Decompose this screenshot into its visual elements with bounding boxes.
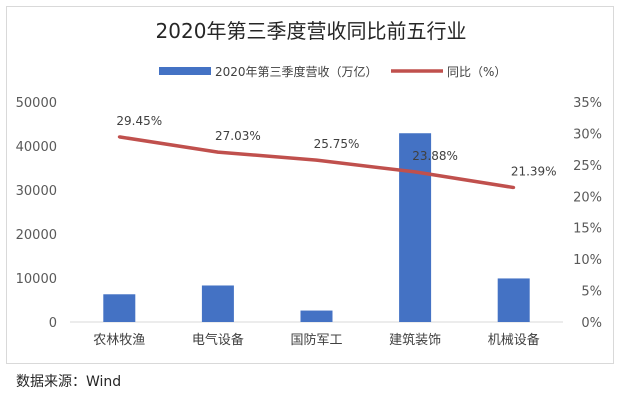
growth-point: [315, 158, 318, 162]
category-label: 国防军工: [290, 332, 342, 348]
left-tick-label: 0: [49, 316, 57, 331]
left-tick-label: 10000: [16, 272, 57, 287]
right-tick-label: 25%: [573, 159, 602, 174]
left-tick-label: 40000: [16, 140, 57, 155]
right-tick-label: 5%: [581, 285, 602, 300]
growth-data-label: 27.03%: [215, 129, 261, 143]
right-tick-label: 15%: [573, 222, 602, 237]
chart-title: 2020年第三季度营收同比前五行业: [156, 19, 467, 43]
bar: [103, 294, 136, 322]
legend-line-label: 同比（%）: [447, 65, 506, 79]
growth-point: [216, 150, 220, 154]
growth-data-label: 21.39%: [511, 165, 557, 179]
bar: [300, 310, 333, 322]
left-tick-label: 30000: [16, 184, 57, 199]
growth-data-label: 23.88%: [412, 149, 458, 163]
legend-bar-swatch: [159, 67, 211, 75]
bar: [399, 133, 432, 322]
category-label: 机械设备: [488, 332, 540, 348]
growth-data-label: 29.45%: [116, 114, 162, 128]
bar: [497, 278, 530, 322]
bar: [201, 285, 234, 322]
right-tick-label: 30%: [573, 127, 602, 142]
line-series: 29.45% 27.03% 25.75% 23.88% 21.39%: [116, 114, 557, 190]
right-tick-label: 10%: [573, 253, 602, 268]
bar-series: [103, 133, 530, 322]
category-label: 农林牧渔: [93, 333, 145, 348]
category-label: 电气设备: [192, 332, 244, 348]
legend-bar-label: 2020年第三季度营收（万亿）: [215, 64, 378, 79]
x-axis: 农林牧渔 电气设备 国防军工 建筑装饰 机械设备: [93, 332, 539, 348]
right-tick-label: 20%: [573, 190, 602, 205]
growth-point: [413, 170, 417, 174]
right-tick-label: 35%: [573, 96, 602, 111]
left-tick-label: 50000: [16, 96, 57, 111]
growth-point: [117, 135, 121, 139]
growth-point: [512, 186, 516, 190]
right-tick-label: 0%: [581, 316, 602, 331]
source-note: 数据来源：Wind: [16, 374, 122, 390]
right-axis: 0% 5% 10% 15% 20% 25% 30% 35%: [573, 96, 602, 331]
left-axis: 0 10000 20000 30000 40000 50000: [16, 96, 57, 331]
growth-data-label: 25.75%: [314, 137, 360, 151]
legend: 2020年第三季度营收（万亿） 同比（%）: [159, 64, 506, 79]
category-label: 建筑装饰: [389, 332, 441, 348]
left-tick-label: 20000: [16, 228, 57, 243]
